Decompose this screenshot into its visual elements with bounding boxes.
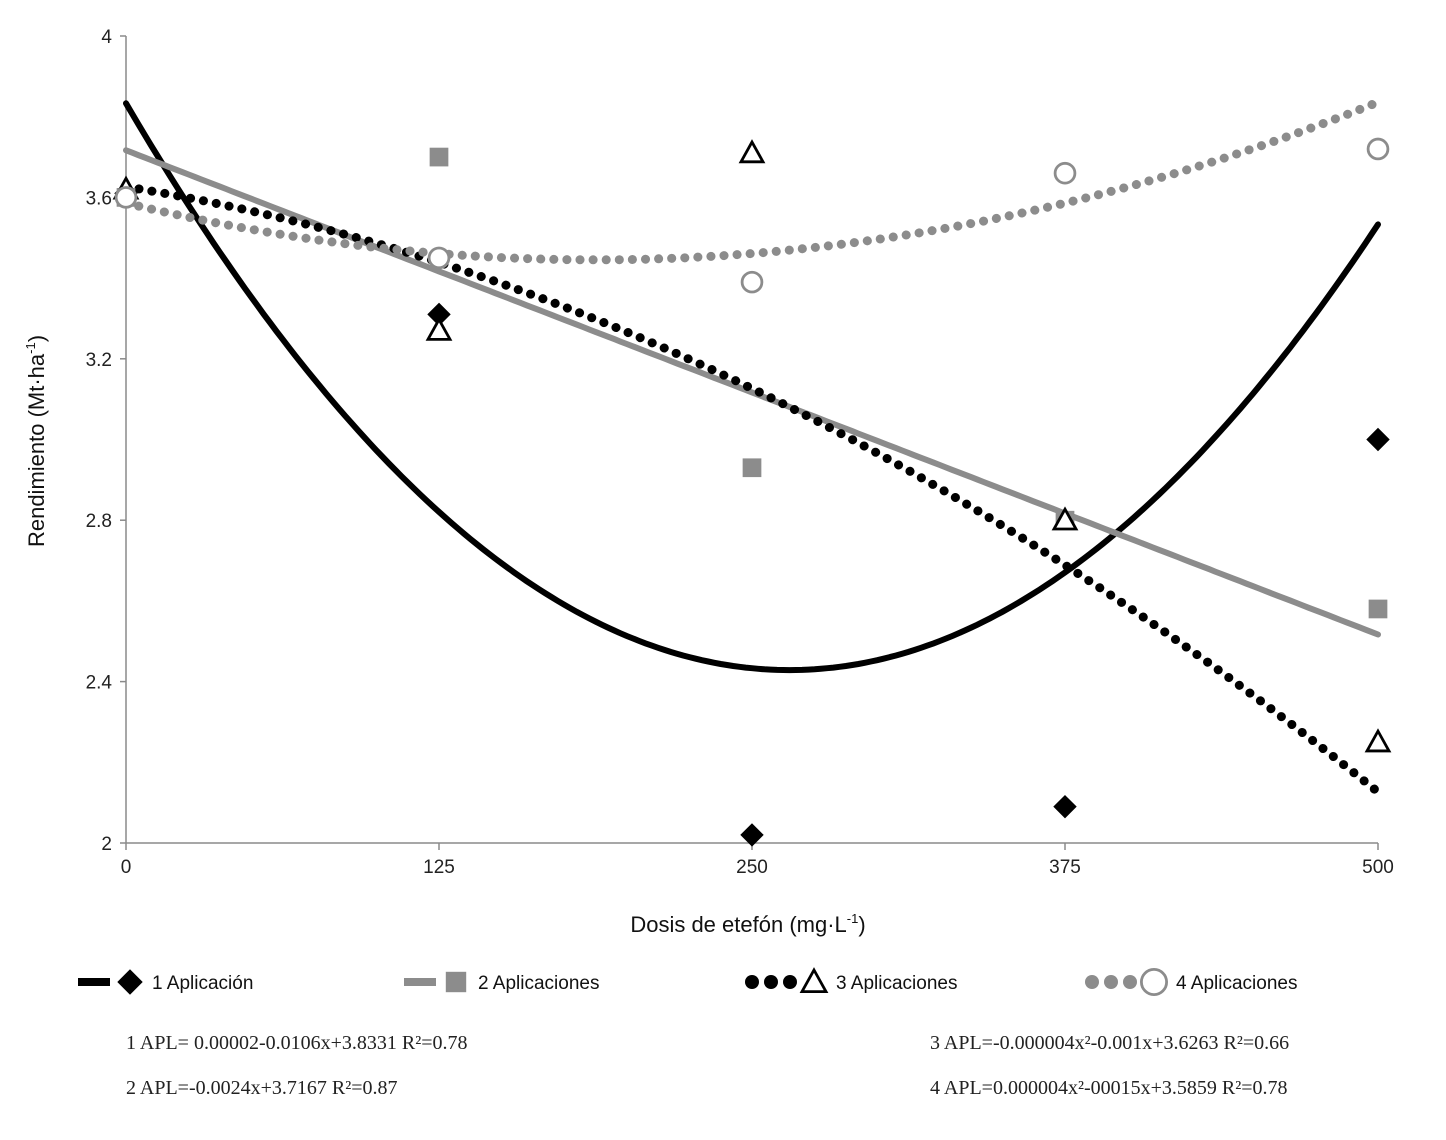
legend-dot [1085, 975, 1099, 989]
legend-item-3: 3 Aplicaciones [745, 967, 957, 994]
legend: 1 Aplicación 2 Aplicaciones 3 Aplicaciones… [78, 967, 1297, 997]
legend-marker-triangle [799, 967, 829, 993]
equation-4: 4 APL=0.000004x²-00015x+3.5859 R²=0.78 [930, 1077, 1288, 1099]
marker-series-3-point-5 [1364, 728, 1392, 753]
marker-series-2-point-5 [1368, 599, 1388, 619]
marker-series-1-point-3 [740, 823, 764, 847]
marker-series-3-point-3 [738, 139, 766, 164]
axes: 2 2.4 2.8 3.2 3.6 4 0 125 250 375 500 [86, 27, 1394, 878]
trend-line-series-2 [123, 147, 1381, 638]
legend-dot [764, 975, 778, 989]
data-markers [112, 137, 1392, 847]
y-tick-label: 2 [101, 834, 112, 855]
y-tick-label: 4 [101, 27, 112, 48]
marker-series-4-point-3 [740, 270, 764, 294]
x-tick-label: 500 [1362, 857, 1394, 878]
marker-series-4-point-1 [114, 186, 138, 209]
x-axis-title: Dosis de etefón (mg·L-1) [630, 911, 865, 937]
equation-3: 3 APL=-0.000004x²-0.001x+3.6263 R²=0.66 [930, 1032, 1289, 1054]
marker-series-3-point-4 [1051, 506, 1079, 531]
legend-line-swatch [78, 978, 110, 986]
legend-marker-circle [1140, 968, 1169, 997]
legend-label: 4 Aplicaciones [1176, 973, 1297, 994]
y-tick-label: 2.8 [86, 511, 112, 532]
legend-dot [745, 975, 759, 989]
equation-2: 2 APL=-0.0024x+3.7167 R²=0.87 [126, 1077, 398, 1099]
trend-line-series-1 [123, 100, 1381, 674]
x-tick-label: 125 [423, 857, 455, 878]
marker-series-2-point-3 [742, 458, 762, 478]
legend-item-4: 4 Aplicaciones [1085, 968, 1297, 997]
equation-1: 1 APL= 0.00002-0.0106x+3.8331 R²=0.78 [126, 1032, 468, 1054]
marker-series-4-point-4 [1053, 161, 1077, 185]
y-axis-title: Rendimiento (Mt·ha-1) [23, 335, 49, 547]
x-tick-label: 250 [736, 857, 768, 878]
legend-dot [783, 975, 797, 989]
legend-marker-square [445, 971, 467, 993]
x-tick-label: 0 [121, 857, 132, 878]
legend-item-2: 2 Aplicaciones [404, 971, 599, 994]
legend-label: 1 Aplicación [152, 973, 253, 994]
legend-dot [1123, 975, 1137, 989]
trend-lines [121, 97, 1383, 797]
equations: 1 APL= 0.00002-0.0106x+3.8331 R²=0.78 3 … [126, 1032, 1289, 1099]
marker-series-1-point-4 [1053, 794, 1077, 819]
marker-series-4-point-5 [1366, 137, 1390, 161]
marker-series-4-point-2 [427, 246, 451, 270]
marker-series-1-point-5 [1366, 427, 1390, 452]
legend-marker-diamond [117, 969, 143, 995]
legend-label: 2 Aplicaciones [478, 973, 599, 994]
legend-line-swatch [404, 978, 436, 986]
legend-dot [1104, 975, 1118, 989]
y-tick-label: 3.2 [86, 350, 112, 371]
x-tick-label: 375 [1049, 857, 1081, 878]
marker-series-2-point-2 [429, 147, 449, 167]
legend-item-1: 1 Aplicación [78, 969, 253, 995]
y-tick-label: 3.6 [86, 188, 112, 209]
marker-series-3-point-2 [425, 316, 453, 341]
legend-label: 3 Aplicaciones [836, 973, 957, 994]
y-tick-label: 2.4 [86, 673, 113, 694]
trend-line-series-4 [121, 97, 1383, 265]
trend-line-series-3 [121, 182, 1383, 797]
